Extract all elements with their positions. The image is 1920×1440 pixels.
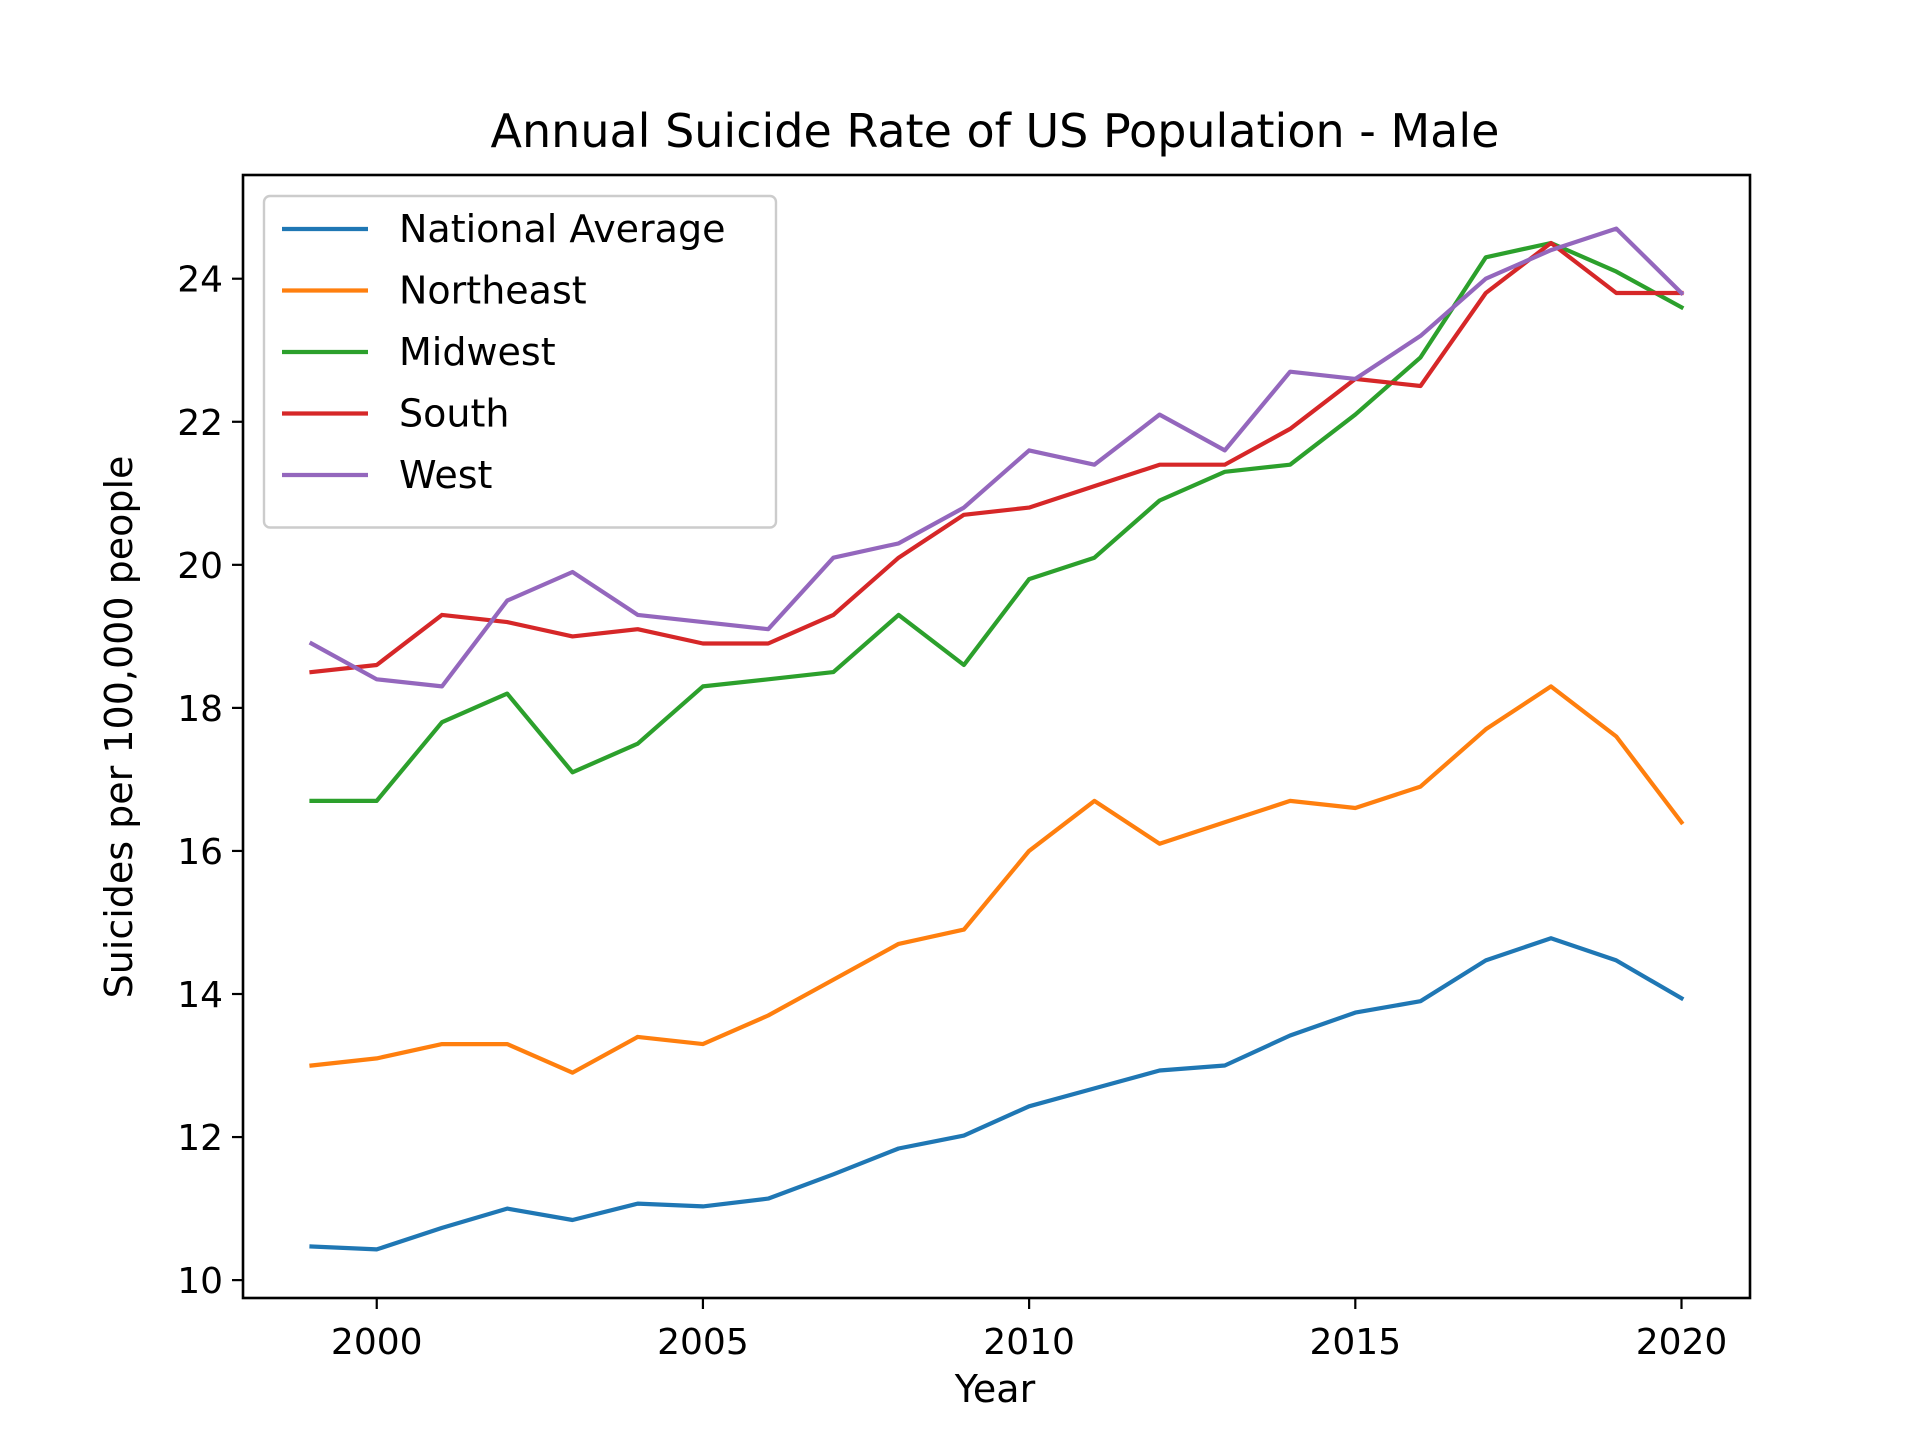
legend-label: National Average bbox=[399, 207, 725, 251]
series-line-national-average bbox=[309, 936, 1685, 1252]
y-tick-label: 18 bbox=[177, 689, 223, 730]
legend: National Average Northeast Midwest South Wes… bbox=[262, 194, 778, 529]
x-tick-label: 2005 bbox=[657, 1322, 749, 1363]
x-axis-label: Year bbox=[954, 1367, 1036, 1411]
y-axis-label: Suicides per 100,000 people bbox=[97, 456, 141, 999]
y-tick-label: 12 bbox=[177, 1118, 223, 1159]
y-axis: 10 12 14 16 18 20 22 24 bbox=[177, 260, 243, 1302]
legend-label: West bbox=[399, 453, 492, 497]
x-tick-label: 2020 bbox=[1636, 1322, 1728, 1363]
series-line-west bbox=[308, 226, 1685, 689]
y-tick-label: 22 bbox=[177, 403, 223, 444]
legend-label: Midwest bbox=[399, 330, 556, 374]
x-axis: 2000 2005 2010 2015 2020 bbox=[331, 1298, 1727, 1363]
legend-label: South bbox=[399, 392, 509, 436]
y-tick-label: 10 bbox=[177, 1261, 223, 1302]
y-tick-label: 16 bbox=[177, 832, 223, 873]
legend-label: Northeast bbox=[399, 269, 587, 313]
axes-frame bbox=[241, 173, 1752, 1300]
y-tick-label: 24 bbox=[177, 260, 223, 301]
y-tick-label: 14 bbox=[177, 975, 223, 1016]
x-tick-label: 2010 bbox=[983, 1322, 1075, 1363]
x-tick-label: 2000 bbox=[331, 1322, 423, 1363]
series-line-south bbox=[309, 240, 1684, 675]
legend-box bbox=[262, 194, 778, 529]
series-line-northeast bbox=[309, 684, 1685, 1075]
plot-area bbox=[241, 173, 1752, 1300]
chart-title: Annual Suicide Rate of US Population - M… bbox=[491, 104, 1500, 158]
x-tick-label: 2015 bbox=[1309, 1322, 1401, 1363]
y-tick-label: 20 bbox=[177, 546, 223, 587]
